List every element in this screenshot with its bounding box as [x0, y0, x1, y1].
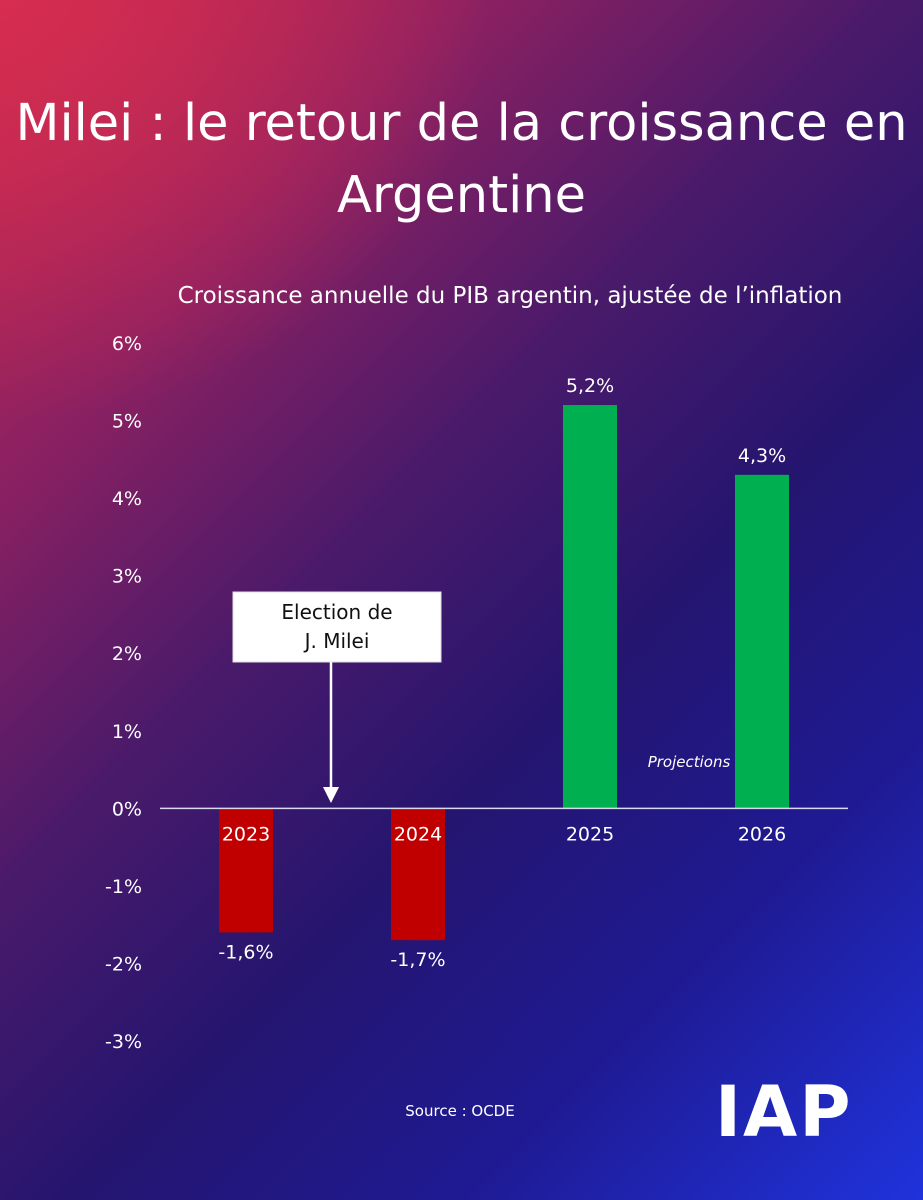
- y-tick-label: -2%: [105, 953, 142, 975]
- projections-label: Projections: [648, 753, 731, 771]
- data-label: -1,6%: [218, 941, 273, 963]
- y-tick-label: 5%: [112, 411, 142, 433]
- iap-logo: IAP: [715, 1071, 853, 1153]
- bar-2023: [219, 808, 273, 933]
- x-tick-label: 2026: [738, 823, 786, 845]
- y-tick-label: 6%: [112, 333, 142, 355]
- data-label: 4,3%: [738, 445, 786, 467]
- x-tick-label: 2023: [222, 823, 270, 845]
- data-label: 5,2%: [566, 375, 614, 397]
- chart-subtitle: Croissance annuelle du PIB argentin, aju…: [177, 283, 843, 309]
- y-tick-label: -1%: [105, 876, 142, 898]
- x-tick-label: 2025: [566, 823, 614, 845]
- y-tick-label: 1%: [112, 721, 142, 743]
- data-label: -1,7%: [390, 949, 445, 971]
- bar-2024: [391, 808, 445, 941]
- bar-2026: [735, 474, 789, 809]
- page-title: Milei : le retour de la croissance en Ar…: [15, 94, 908, 225]
- election-arrow-head: [323, 787, 339, 803]
- y-tick-label: 2%: [112, 643, 142, 665]
- source-note: Source : OCDE: [405, 1102, 515, 1120]
- y-tick-label: 4%: [112, 488, 142, 510]
- election-annotation-box: [232, 591, 442, 663]
- election-annotation-line2: J. Milei: [303, 629, 370, 653]
- x-tick-label: 2024: [394, 823, 442, 845]
- y-tick-label: -3%: [105, 1031, 142, 1053]
- y-tick-label: 3%: [112, 566, 142, 588]
- y-tick-label: 0%: [112, 798, 142, 820]
- bar-2025: [563, 405, 617, 809]
- election-annotation-line1: Election de: [281, 600, 392, 624]
